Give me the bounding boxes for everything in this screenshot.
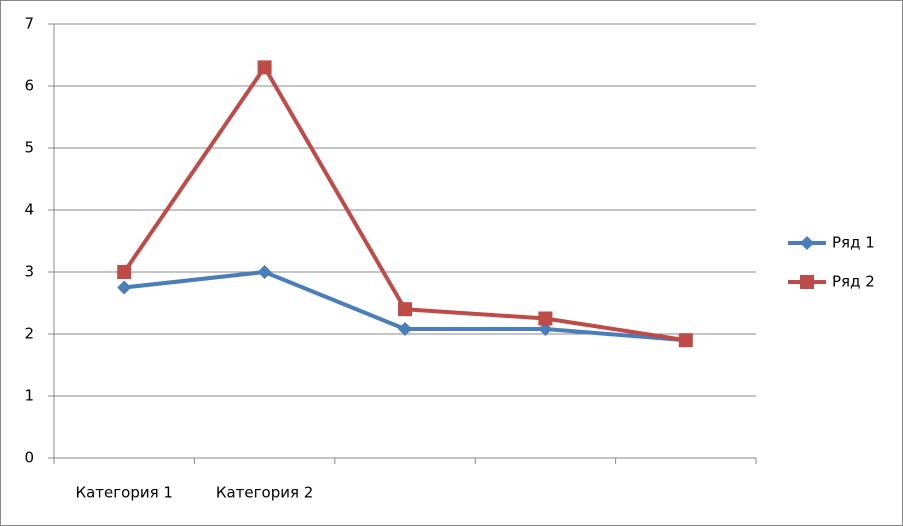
y-tick-label: 2 — [24, 325, 34, 343]
x-tick-label: Категория 2 — [216, 484, 313, 502]
marker — [257, 265, 272, 279]
marker — [257, 60, 272, 75]
marker — [398, 322, 412, 337]
marker — [800, 275, 814, 289]
legend-label: Ряд 2 — [832, 273, 875, 291]
marker — [398, 302, 412, 317]
marker — [538, 322, 553, 337]
y-tick-label: 3 — [24, 263, 34, 281]
x-tick-label: Категория 1 — [75, 484, 172, 502]
y-tick-label: 7 — [24, 15, 34, 33]
y-tick-label: 1 — [24, 387, 34, 405]
y-tick-label: 0 — [24, 449, 34, 467]
marker — [800, 236, 814, 250]
y-tick-label: 5 — [24, 139, 34, 157]
marker — [117, 280, 132, 295]
y-tick-label: 6 — [24, 77, 34, 95]
y-tick-label: 4 — [24, 201, 34, 219]
legend-label: Ряд 1 — [832, 234, 875, 252]
marker — [538, 311, 553, 326]
marker — [678, 333, 693, 348]
marker — [117, 265, 132, 279]
